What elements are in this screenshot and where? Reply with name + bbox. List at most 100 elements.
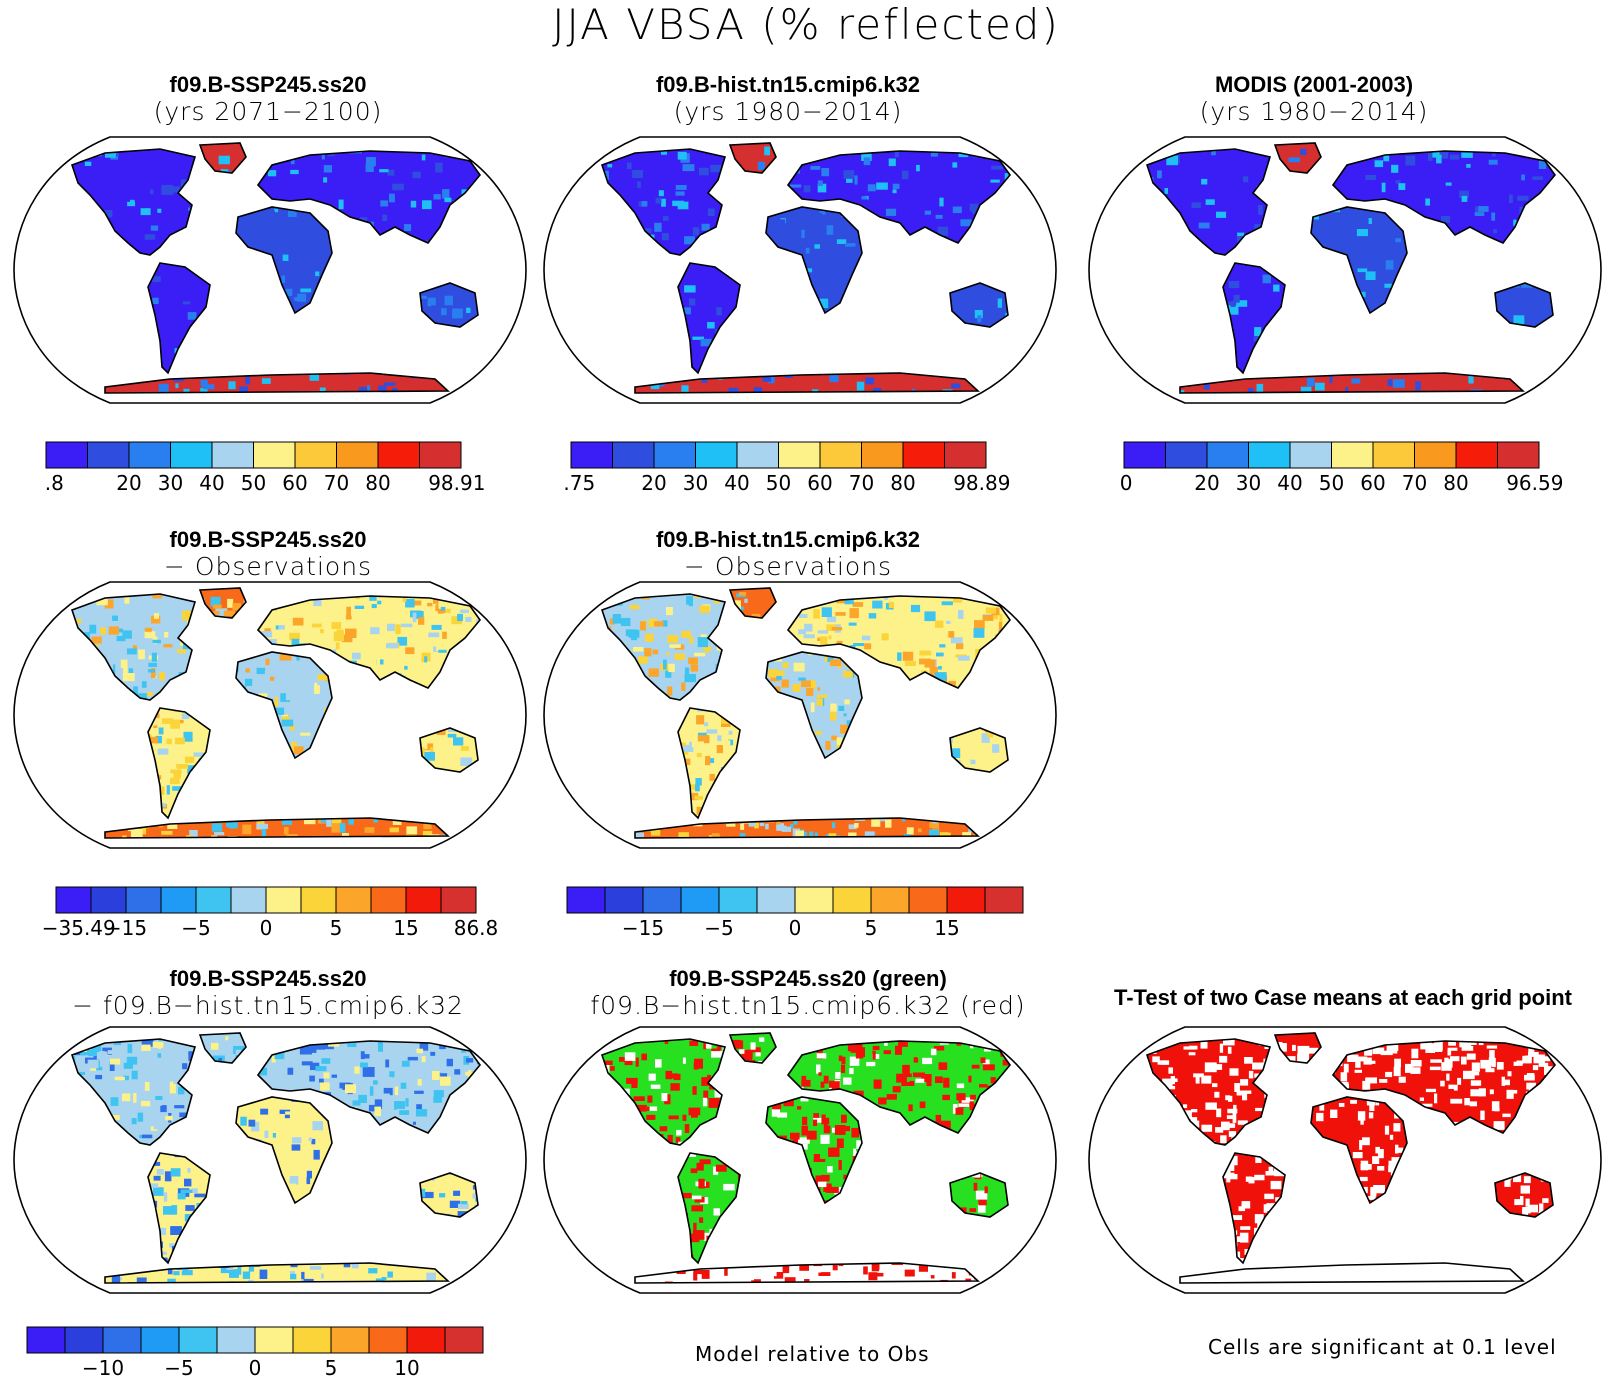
- land-cell: [1535, 372, 1539, 380]
- land-cell: [312, 1121, 323, 1131]
- land-cell: [722, 740, 731, 746]
- land-cell: [627, 295, 637, 301]
- land-cell: [737, 630, 743, 636]
- land-cell: [887, 1124, 896, 1133]
- land-cell: [263, 1155, 269, 1160]
- land-cell: [253, 771, 263, 782]
- land-cell: [353, 681, 358, 689]
- land-cell: [668, 309, 678, 316]
- land-cell: [477, 590, 480, 594]
- land-cell: [175, 383, 179, 389]
- land-cell: [655, 737, 660, 746]
- land-cell: [1335, 1172, 1339, 1181]
- land-cell: [832, 822, 836, 829]
- land-cell: [1282, 1168, 1293, 1174]
- land-cell: [1450, 154, 1460, 160]
- land-cell: [210, 1248, 214, 1255]
- land-cell: [977, 804, 986, 813]
- land-cell: [359, 720, 369, 725]
- land-cell: [648, 1073, 656, 1081]
- land-cell: [1563, 1274, 1574, 1281]
- land-cell: [865, 1221, 873, 1228]
- land-cell: [653, 288, 662, 298]
- land-cell: [72, 806, 82, 816]
- land-cell: [1320, 1139, 1329, 1148]
- land-cell: [217, 330, 226, 335]
- land-cell: [825, 1248, 834, 1258]
- land-cell: [91, 830, 102, 838]
- land-cell: [733, 693, 739, 697]
- land-cell: [1463, 1070, 1475, 1080]
- land-cell: [827, 647, 836, 657]
- land-cell: [407, 1257, 417, 1261]
- land-cell: [815, 673, 821, 683]
- land-cell: [878, 681, 887, 686]
- colorbar-box: [653, 441, 696, 469]
- land-cell: [622, 1247, 628, 1252]
- land-cell: [693, 1268, 703, 1275]
- land-cell: [1496, 365, 1508, 371]
- land-cell: [127, 1043, 133, 1054]
- land-cell: [217, 768, 228, 774]
- land-cell: [981, 782, 991, 791]
- land-cell: [689, 741, 694, 748]
- land-cell: [1493, 1273, 1504, 1277]
- land-cell: [1304, 1123, 1310, 1132]
- land-cell: [1343, 1262, 1355, 1270]
- land-cell: [955, 1107, 964, 1115]
- land-cell: [899, 1171, 910, 1179]
- land-cell: [899, 1156, 903, 1164]
- land-cell: [817, 1246, 827, 1254]
- land-cell: [1214, 1240, 1224, 1246]
- land-cell: [229, 1209, 236, 1217]
- land-cell: [1393, 1066, 1401, 1077]
- land-cell: [309, 365, 322, 370]
- land-cell: [206, 1123, 216, 1132]
- land-cell: [420, 1170, 427, 1177]
- land-cell: [912, 388, 916, 393]
- land-cell: [1001, 1087, 1005, 1092]
- land-cell: [638, 656, 648, 664]
- land-cell: [289, 1236, 294, 1241]
- land-cell: [661, 1200, 671, 1210]
- land-cell: [356, 1078, 366, 1084]
- land-cell: [310, 796, 316, 802]
- land-cell: [329, 1209, 334, 1220]
- land-cell: [861, 635, 871, 641]
- land-cell: [475, 383, 480, 389]
- land-cell: [1007, 322, 1010, 330]
- land-cell: [820, 1081, 825, 1088]
- land-cell: [190, 355, 203, 366]
- land-cell: [742, 624, 749, 633]
- land-cell: [993, 612, 998, 620]
- land-cell: [983, 1059, 990, 1068]
- land-cell: [1399, 317, 1403, 323]
- land-cell: [874, 715, 886, 725]
- land-cell: [1178, 335, 1188, 342]
- land-cell: [971, 1064, 980, 1069]
- land-cell: [1301, 326, 1308, 332]
- land-cell: [915, 1078, 925, 1083]
- land-cell: [448, 1266, 453, 1276]
- land-cell: [248, 1263, 254, 1272]
- land-cell: [309, 1266, 322, 1270]
- land-cell: [641, 751, 648, 756]
- land-cell: [1160, 1156, 1169, 1165]
- land-cell: [741, 1159, 746, 1167]
- colorbar-label: 30: [158, 471, 183, 495]
- land-cell: [970, 1044, 974, 1049]
- land-cell: [1000, 1251, 1007, 1256]
- land-cell: [1534, 1245, 1542, 1252]
- land-cell: [484, 788, 495, 797]
- land-cell: [796, 1165, 805, 1172]
- land-cell: [434, 276, 443, 285]
- land-cell: [447, 240, 457, 247]
- land-cell: [473, 666, 479, 674]
- land-cell: [694, 652, 706, 657]
- land-cell: [1542, 240, 1549, 246]
- land-cell: [969, 1250, 979, 1255]
- land-cell: [816, 1064, 821, 1074]
- land-cell: [239, 1079, 250, 1086]
- land-cell: [849, 705, 860, 713]
- land-cell: [76, 606, 87, 617]
